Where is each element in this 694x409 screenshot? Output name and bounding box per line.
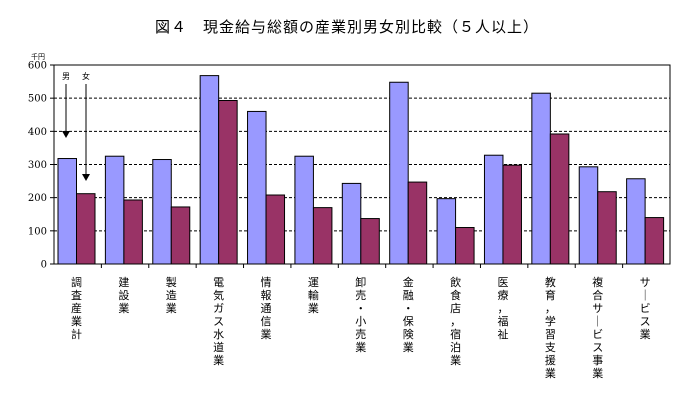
y-tick-label: 200 — [28, 193, 47, 204]
x-category-label: 情報通信業 — [261, 276, 272, 341]
bar-female — [455, 227, 475, 265]
bar-female — [170, 206, 191, 265]
bar-male — [483, 154, 504, 265]
bar-female — [76, 193, 96, 265]
bar-male — [436, 198, 457, 265]
bar-male — [389, 81, 409, 265]
bar-female — [360, 218, 380, 265]
bar-male — [199, 75, 220, 265]
x-category-label: サ｜ビス業 — [640, 276, 651, 341]
bar-female — [597, 191, 617, 265]
bar-male — [104, 155, 125, 265]
x-category-label: 製造業 — [166, 275, 177, 315]
gridlines — [54, 97, 670, 232]
bar-female — [644, 217, 665, 265]
bar-male — [152, 159, 172, 265]
y-axis: 0 100 200 300 400 500 600 — [28, 61, 54, 271]
bar-female — [502, 164, 522, 265]
x-category-label: 卸売・小売業 — [355, 275, 366, 354]
x-category-label: 金融・保険業 — [403, 275, 414, 354]
x-category-label: 飲食店，宿泊業 — [450, 275, 461, 367]
category-labels: 調査産業計 建設業 製造業 電気ガス水道業 情報通信業 運輸業 卸売・小売業 金融・保険業 飲食… — [71, 275, 651, 380]
x-category-label: 運輸業 — [308, 276, 319, 315]
x-category-label: 建設業 — [118, 275, 129, 315]
bar-male — [247, 110, 267, 265]
x-category-label: 教育，学習支援業 — [545, 276, 556, 380]
x-category-label: 複合サ｜ビス事業 — [592, 275, 603, 380]
y-tick-label: 600 — [28, 61, 47, 72]
bar-male — [626, 178, 646, 265]
bar-female — [549, 133, 570, 265]
y-tick-label: 100 — [28, 226, 47, 237]
legend-label-male: 男 — [62, 72, 70, 81]
x-category-label: 電気ガス水道業 — [213, 276, 224, 367]
legend: 男 女 — [62, 71, 90, 181]
bar-male — [341, 182, 362, 265]
bar-female — [407, 181, 428, 265]
y-tick-label: 500 — [28, 94, 47, 105]
legend-arrow-male-head — [62, 131, 70, 138]
x-category-label: 医療，福祉 — [497, 276, 508, 341]
y-tick-label: 0 — [41, 260, 47, 271]
bar-female — [265, 194, 286, 265]
y-tick-label: 400 — [28, 127, 47, 138]
bar-female — [312, 207, 333, 265]
chart-title: 図４ 現金給与総額の産業別男女別比較（５人以上） — [154, 18, 539, 36]
bar-male — [531, 92, 551, 265]
x-category-label: 調査産業計 — [71, 275, 82, 341]
legend-label-female: 女 — [82, 71, 90, 81]
y-tick-label: 300 — [28, 160, 47, 171]
bar-female — [218, 99, 238, 265]
bar-male — [578, 166, 599, 265]
bar-female — [123, 199, 143, 265]
legend-arrow-female-head — [82, 174, 90, 181]
y-axis-unit-label: 千円 — [31, 52, 45, 61]
bars — [57, 75, 665, 268]
bar-male — [57, 158, 77, 265]
bar-male — [294, 155, 314, 265]
